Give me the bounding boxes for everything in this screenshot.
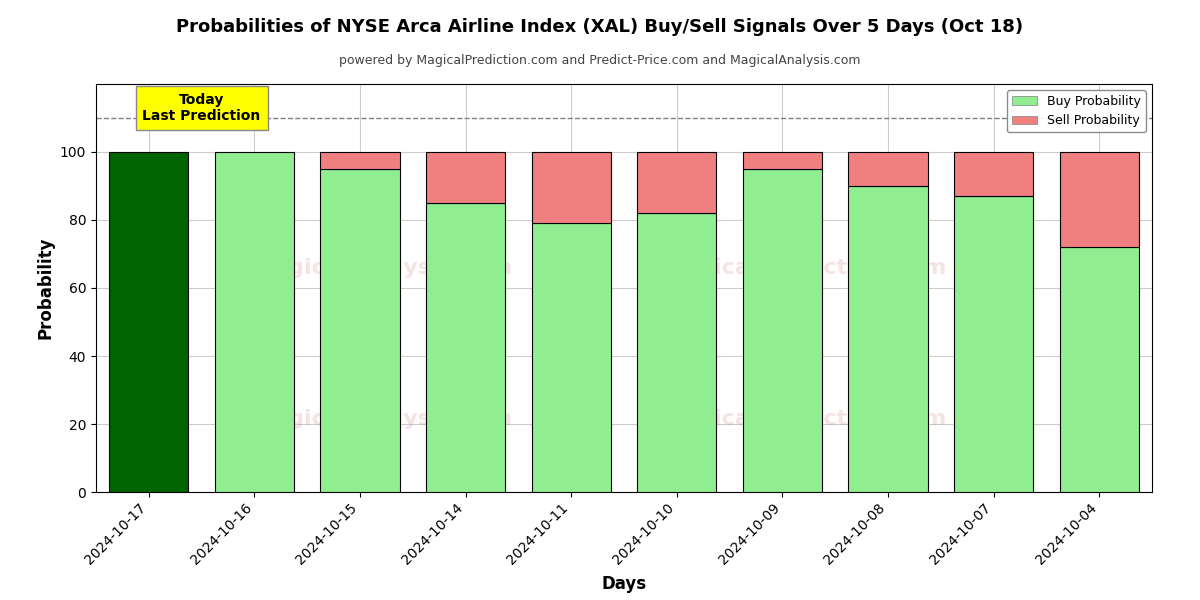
Text: MagicalPrediction.com: MagicalPrediction.com [661, 409, 947, 428]
Bar [848, 152, 928, 186]
Bar [426, 152, 505, 203]
Text: MagicalAnalysis.com: MagicalAnalysis.com [251, 257, 511, 278]
Bar [743, 169, 822, 492]
Text: Probabilities of NYSE Arca Airline Index (XAL) Buy/Sell Signals Over 5 Days (Oct: Probabilities of NYSE Arca Airline Index… [176, 18, 1024, 36]
Y-axis label: Probability: Probability [36, 237, 54, 339]
Bar [320, 169, 400, 492]
Legend: Buy Probability, Sell Probability: Buy Probability, Sell Probability [1007, 90, 1146, 133]
Text: Today
Last Prediction: Today Last Prediction [143, 92, 260, 123]
Bar [848, 186, 928, 492]
Text: powered by MagicalPrediction.com and Predict-Price.com and MagicalAnalysis.com: powered by MagicalPrediction.com and Pre… [340, 54, 860, 67]
Bar [954, 152, 1033, 196]
Bar [637, 213, 716, 492]
Text: MagicalAnalysis.com: MagicalAnalysis.com [251, 409, 511, 428]
Bar [320, 152, 400, 169]
Bar [743, 152, 822, 169]
Text: MagicalPrediction.com: MagicalPrediction.com [661, 257, 947, 278]
X-axis label: Days: Days [601, 575, 647, 593]
Bar [1060, 247, 1139, 492]
Bar [532, 152, 611, 223]
Bar [637, 152, 716, 213]
Bar [532, 223, 611, 492]
Bar [954, 196, 1033, 492]
Bar [215, 152, 294, 492]
Bar [426, 203, 505, 492]
Bar [109, 152, 188, 492]
Bar [1060, 152, 1139, 247]
